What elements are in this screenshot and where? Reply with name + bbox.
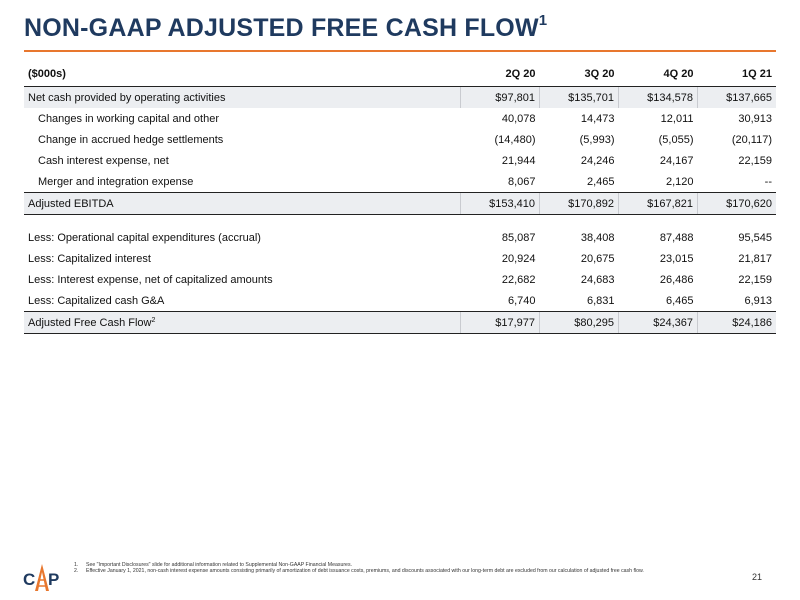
cell-value: 87,488 <box>659 231 694 244</box>
cell-value: 6,465 <box>665 294 694 307</box>
cell-value: 40,078 <box>501 112 536 125</box>
cell-value: 22,159 <box>738 154 772 167</box>
row-label: Less: Operational capital expenditures (… <box>28 231 261 244</box>
title-footnote-marker: 1 <box>538 12 548 29</box>
cell-value: 95,545 <box>738 231 772 244</box>
cell-value: 24,246 <box>580 154 615 167</box>
cell-value: 23,015 <box>659 252 694 265</box>
footnotes: 1. See "Important Disclosures" slide for … <box>74 562 704 574</box>
cell-value: 21,817 <box>738 252 772 265</box>
table-spacer <box>24 215 776 228</box>
cell-value: $167,821 <box>618 192 698 215</box>
cell-value: $134,578 <box>618 86 698 108</box>
table-header-row: ($000s) 2Q 20 3Q 20 4Q 20 1Q 21 <box>24 62 776 87</box>
cell-value: $170,892 <box>539 192 619 215</box>
cell-value: 2,120 <box>665 175 694 188</box>
row-label: Change in accrued hedge settlements <box>38 133 224 146</box>
cell-value: 6,831 <box>586 294 615 307</box>
row-label: Less: Capitalized interest <box>28 252 151 265</box>
cell-value: 20,675 <box>580 252 615 265</box>
cell-value: 14,473 <box>580 112 615 125</box>
cell-value: 21,944 <box>501 154 536 167</box>
cash-flow-table: ($000s) 2Q 20 3Q 20 4Q 20 1Q 21 Net cash… <box>24 62 776 334</box>
cell-value: (5,993) <box>579 133 615 146</box>
cell-value: $137,665 <box>697 86 776 108</box>
cell-value: 20,924 <box>501 252 536 265</box>
cell-value: 24,167 <box>659 154 694 167</box>
cell-value: 24,683 <box>580 273 615 286</box>
cell-value: (20,117) <box>731 133 772 146</box>
row-label: Less: Capitalized cash G&A <box>28 294 165 307</box>
cell-value: 12,011 <box>660 112 694 125</box>
cell-value: -- <box>764 175 772 188</box>
page-number: 21 <box>752 572 763 582</box>
cell-value: 26,486 <box>659 273 694 286</box>
cell-value: (14,480) <box>494 133 536 146</box>
cell-value: 2,465 <box>586 175 615 188</box>
table-row-total: Adjusted Free Cash Flow2 $17,977 $80,295… <box>24 311 776 334</box>
cell-value: (5,055) <box>658 133 694 146</box>
cell-value: $80,295 <box>539 311 619 334</box>
cell-value: 6,740 <box>507 294 536 307</box>
derrick-logo-icon: C P <box>23 564 59 591</box>
cell-value: 30,913 <box>738 112 772 125</box>
cell-value: $97,801 <box>460 86 540 108</box>
cell-value: $153,410 <box>460 192 540 215</box>
table-row: Less: Interest expense, net of capitaliz… <box>24 269 776 290</box>
footnote: 2. Effective January 1, 2021, non-cash in… <box>74 568 644 575</box>
row-label: Cash interest expense, net <box>38 154 169 167</box>
row-label: Changes in working capital and other <box>38 112 220 125</box>
table-row: Less: Operational capital expenditures (… <box>24 227 776 248</box>
period-header: 4Q 20 <box>618 62 698 87</box>
cell-value: 8,067 <box>507 175 536 188</box>
cell-value: 6,913 <box>744 294 772 307</box>
period-header: 1Q 21 <box>697 62 776 87</box>
row-label: Net cash provided by operating activitie… <box>24 86 461 108</box>
cell-value: 22,682 <box>501 273 536 286</box>
page-title: NON-GAAP ADJUSTED FREE CASH FLOW1 <box>24 12 548 42</box>
period-header: 2Q 20 <box>460 62 540 87</box>
table-row: Cash interest expense, net 21,944 24,246… <box>24 150 776 171</box>
table-row: Net cash provided by operating activitie… <box>24 86 776 108</box>
cell-value: $17,977 <box>460 311 540 334</box>
cell-value: 85,087 <box>501 231 536 244</box>
cell-value: $24,186 <box>697 311 776 334</box>
cell-value: $135,701 <box>539 86 619 108</box>
row-label: Merger and integration expense <box>38 175 194 188</box>
cell-value: 22,159 <box>738 273 772 286</box>
cell-value: 38,408 <box>580 231 615 244</box>
row-footnote-marker: 2 <box>151 316 156 324</box>
table-row: Less: Capitalized cash G&A 6,740 6,831 6… <box>24 290 776 312</box>
cell-value: $24,367 <box>618 311 698 334</box>
unit-label: ($000s) <box>24 62 461 87</box>
title-divider <box>24 50 776 52</box>
row-label: Adjusted Free Cash Flow2 <box>24 311 461 334</box>
period-header: 3Q 20 <box>539 62 619 87</box>
footnote: 1. See "Important Disclosures" slide for … <box>74 562 352 568</box>
table-row: Less: Capitalized interest 20,924 20,675… <box>24 248 776 269</box>
svg-text:C: C <box>23 570 35 589</box>
row-label: Adjusted EBITDA <box>24 192 461 215</box>
table-row: Change in accrued hedge settlements (14,… <box>24 129 776 150</box>
table-row-total: Adjusted EBITDA $153,410 $170,892 $167,8… <box>24 192 776 215</box>
table-row: Merger and integration expense 8,067 2,4… <box>24 171 776 193</box>
row-label: Less: Interest expense, net of capitaliz… <box>28 273 273 286</box>
table-row: Changes in working capital and other 40,… <box>24 108 776 129</box>
cell-value: $170,620 <box>697 192 776 215</box>
svg-text:P: P <box>48 570 59 589</box>
